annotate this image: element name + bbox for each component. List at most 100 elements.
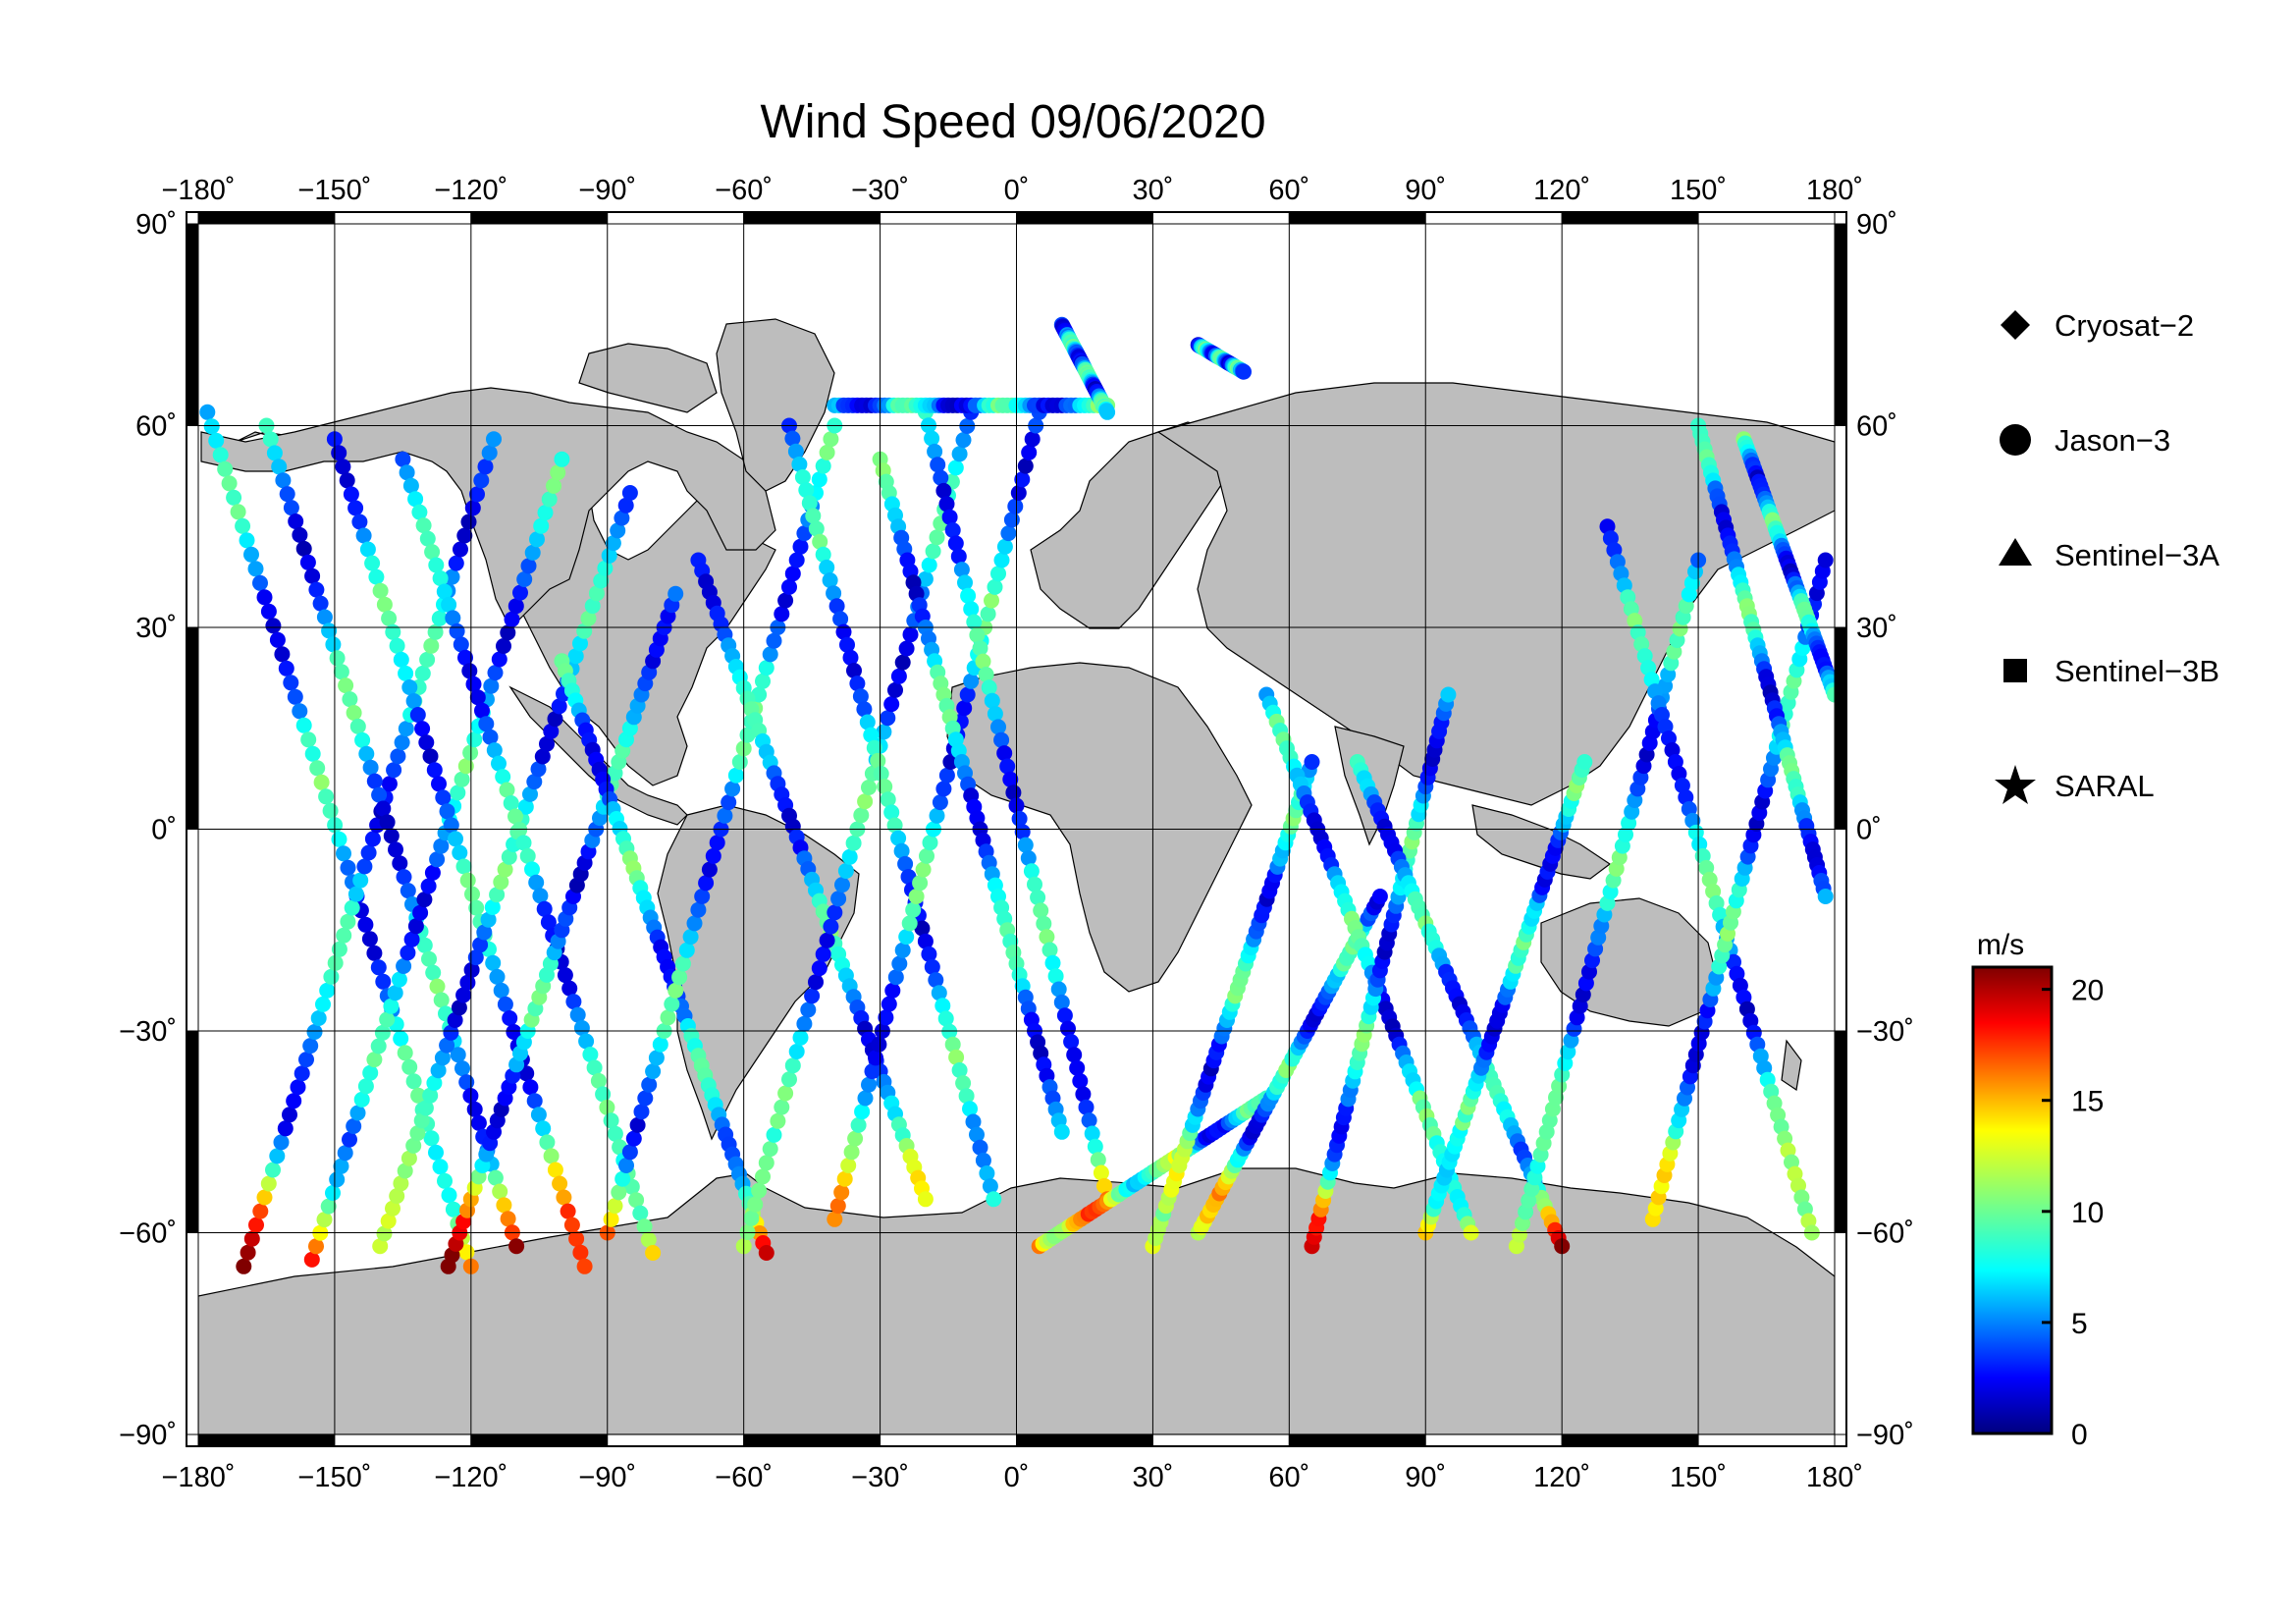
track-point (502, 1010, 518, 1026)
track-point (331, 831, 347, 847)
track-point (356, 858, 373, 875)
track-point (796, 525, 813, 542)
track-point (354, 731, 371, 748)
track-point (398, 721, 414, 737)
track-point (359, 541, 376, 558)
track-point (1024, 431, 1041, 448)
frame-segment (880, 211, 1017, 225)
track-point (520, 558, 537, 574)
track-point (621, 485, 638, 501)
track-point (1667, 754, 1683, 770)
track-point (915, 861, 932, 878)
longitude-tick-label: 0˚ (1004, 1462, 1030, 1493)
latitude-tick-label: 0˚ (151, 815, 177, 846)
track-point (1014, 471, 1031, 488)
track-point (429, 978, 446, 995)
track-point (601, 547, 617, 564)
track-point (934, 998, 951, 1014)
track-point (1742, 1012, 1759, 1029)
track-point (582, 1047, 599, 1062)
track-point (898, 929, 915, 946)
track-point (660, 1009, 676, 1026)
track-point (357, 916, 374, 933)
track-point (1090, 1152, 1106, 1168)
track-point (690, 901, 707, 918)
track-point (965, 1113, 982, 1130)
frame-segment (1288, 1434, 1426, 1447)
track-point (405, 1137, 422, 1154)
new-zealand-land (1781, 1039, 1802, 1092)
track-point (340, 913, 356, 930)
longitude-tick-label: 0˚ (1004, 175, 1030, 206)
track-point (265, 618, 282, 634)
track-point (424, 544, 441, 561)
track-point (256, 589, 273, 606)
track-point (352, 872, 369, 889)
track-point (423, 1130, 440, 1147)
track-point (980, 606, 996, 622)
track-point (664, 996, 680, 1012)
track-point (491, 651, 507, 668)
track-point (784, 566, 801, 582)
latitude-tick-label: 90˚ (135, 209, 177, 241)
latitude-tick-label: −30˚ (119, 1016, 177, 1048)
track-point (852, 688, 869, 705)
frame-segment (1151, 1434, 1290, 1447)
track-point (1827, 686, 1835, 703)
track-point (1678, 789, 1694, 805)
track-point (932, 794, 948, 811)
track-point (845, 835, 862, 851)
longitude-tick-label: −180˚ (162, 1462, 236, 1493)
track-point (588, 585, 605, 602)
track-point (774, 606, 790, 622)
track-point (1684, 812, 1701, 829)
track-point (1698, 859, 1715, 876)
track-point (454, 771, 470, 787)
track-point (530, 1107, 547, 1123)
track-point (640, 1231, 657, 1248)
track-point (924, 430, 940, 447)
track-point (898, 640, 915, 657)
track-point (953, 562, 970, 578)
track-point (422, 1087, 439, 1104)
track-point (482, 729, 499, 745)
track-point (375, 800, 392, 817)
track-point (552, 1175, 568, 1192)
track-point (937, 1010, 954, 1027)
track-point (239, 532, 255, 549)
track-point (485, 954, 502, 971)
track-point (819, 444, 835, 460)
track-point (428, 1144, 444, 1161)
frame-segment (197, 211, 336, 225)
track-point (346, 1118, 362, 1134)
track-point (507, 808, 523, 825)
track-point (1099, 404, 1116, 420)
track-point (633, 1104, 650, 1120)
track-point (464, 886, 480, 902)
track-point (1084, 1125, 1100, 1142)
legend-label-sentinel3a: Sentinel−3A (2055, 538, 2219, 572)
track-point (428, 557, 445, 573)
frame-segment (607, 211, 745, 225)
track-point (295, 540, 312, 557)
track-point (1039, 929, 1055, 946)
track-point (278, 660, 294, 676)
track-point (323, 968, 340, 985)
track-point (755, 673, 771, 689)
track-point (217, 460, 234, 477)
track-point (794, 469, 811, 485)
track-point (912, 875, 929, 892)
longitude-tick-label: −90˚ (578, 175, 636, 206)
track-point (389, 1188, 405, 1205)
track-point (499, 782, 515, 798)
track-point (1773, 1118, 1789, 1135)
track-point (386, 762, 402, 779)
track-point (221, 475, 238, 492)
track-point (1606, 542, 1623, 559)
track-point (944, 522, 961, 538)
track-point (1050, 981, 1067, 998)
track-point (1620, 589, 1636, 606)
track-point (942, 754, 959, 770)
longitude-tick-label: −150˚ (297, 175, 371, 206)
